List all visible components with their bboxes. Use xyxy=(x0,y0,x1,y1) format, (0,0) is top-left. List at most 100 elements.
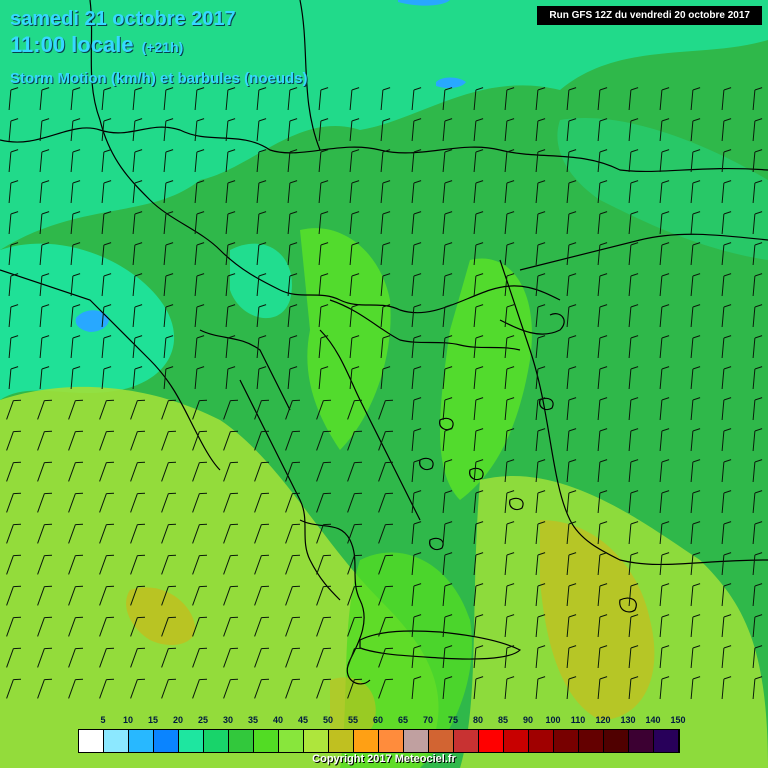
wind-barb xyxy=(70,180,81,204)
wind-barb xyxy=(256,118,267,142)
wind-barb xyxy=(254,647,270,668)
wind-barb xyxy=(535,335,546,359)
wind-barb xyxy=(690,459,701,483)
wind-barb xyxy=(752,583,763,607)
wind-barb xyxy=(285,585,301,606)
wind-barb xyxy=(690,614,701,638)
wind-barb xyxy=(628,335,639,359)
wind-barb xyxy=(504,490,515,514)
legend-label: 55 xyxy=(347,715,358,725)
coast-peloponnese xyxy=(299,519,371,685)
field-olive-c xyxy=(330,677,376,739)
wind-barb xyxy=(442,304,453,328)
wind-barb xyxy=(378,647,394,668)
wind-barb xyxy=(566,552,577,576)
island-a xyxy=(439,417,454,431)
wind-barb xyxy=(411,366,422,390)
wind-barb xyxy=(380,118,391,142)
wind-barb xyxy=(659,459,670,483)
wind-barb xyxy=(752,614,763,638)
wind-barb xyxy=(690,335,701,359)
wind-barb xyxy=(566,676,577,700)
wind-barb xyxy=(752,397,763,421)
legend-label: 85 xyxy=(497,715,508,725)
wind-barb xyxy=(752,180,763,204)
wind-barb xyxy=(285,523,301,544)
wind-barb xyxy=(628,428,639,452)
wind-barb xyxy=(99,585,115,606)
legend-swatch xyxy=(304,730,329,752)
wind-barb xyxy=(223,585,239,606)
wind-barb xyxy=(504,521,515,545)
wind-barb xyxy=(101,211,112,235)
wind-barb xyxy=(566,428,577,452)
border-center-b xyxy=(199,329,291,411)
wind-barb xyxy=(473,459,484,483)
wind-barb xyxy=(70,304,81,328)
wind-barb xyxy=(659,242,670,266)
border-center-a xyxy=(279,285,561,314)
field-green-b xyxy=(440,258,532,500)
wind-barb xyxy=(535,180,546,204)
wind-barb xyxy=(659,149,670,173)
wind-barb xyxy=(628,87,639,111)
legend-label: 75 xyxy=(447,715,458,725)
wind-barb xyxy=(101,118,112,142)
wind-barb xyxy=(99,616,115,637)
wind-barb xyxy=(752,211,763,235)
wind-barb xyxy=(380,242,391,266)
field-cyan-center xyxy=(230,243,292,319)
island-c xyxy=(429,537,444,551)
wind-barb xyxy=(690,211,701,235)
wind-barb xyxy=(442,118,453,142)
wind-barb xyxy=(721,118,732,142)
wind-barb xyxy=(628,397,639,421)
wind-barb xyxy=(256,87,267,111)
borders-coastlines xyxy=(0,0,768,685)
wind-barb xyxy=(378,523,394,544)
wind-barb xyxy=(37,647,53,668)
wind-barb xyxy=(442,459,453,483)
legend-label: 60 xyxy=(372,715,383,725)
wind-barb xyxy=(535,242,546,266)
wind-barb xyxy=(37,585,53,606)
legend-swatch xyxy=(204,730,229,752)
wind-barb xyxy=(504,614,515,638)
wind-barb xyxy=(411,428,422,452)
wind-barb xyxy=(659,87,670,111)
wind-barb xyxy=(597,180,608,204)
wind-barb xyxy=(99,461,115,482)
wind-barb xyxy=(99,647,115,668)
wind-barb xyxy=(690,366,701,390)
wind-barb xyxy=(101,87,112,111)
wind-barb xyxy=(132,366,143,390)
wind-barb xyxy=(349,304,360,328)
wind-barb xyxy=(192,554,208,575)
wind-barb xyxy=(347,585,363,606)
wind-barb xyxy=(411,118,422,142)
wind-barb xyxy=(70,118,81,142)
wind-barb xyxy=(349,211,360,235)
wind-barb xyxy=(659,583,670,607)
legend-swatch xyxy=(479,730,504,752)
wind-barb xyxy=(287,304,298,328)
wind-barb xyxy=(194,180,205,204)
wind-barb xyxy=(473,521,484,545)
wind-barb xyxy=(597,273,608,297)
wind-barb xyxy=(411,645,422,669)
wind-barbs xyxy=(6,87,763,700)
wind-barb xyxy=(597,87,608,111)
wind-barb xyxy=(256,366,267,390)
wind-barb xyxy=(752,87,763,111)
wind-barb xyxy=(473,149,484,173)
wind-barb xyxy=(99,554,115,575)
wind-barb xyxy=(411,676,422,700)
wind-barb xyxy=(566,397,577,421)
wind-barb xyxy=(473,428,484,452)
wind-barb xyxy=(254,554,270,575)
wind-barb xyxy=(659,211,670,235)
wind-barb xyxy=(628,211,639,235)
wind-barb xyxy=(411,87,422,111)
wind-barb xyxy=(473,242,484,266)
wind-barb xyxy=(442,583,453,607)
